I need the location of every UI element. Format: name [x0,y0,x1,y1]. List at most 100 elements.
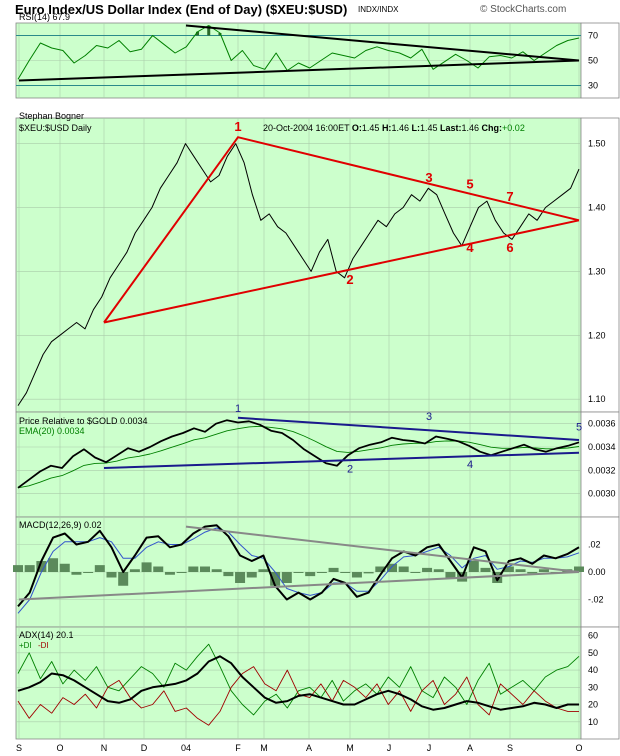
symbol-label: $XEU:$USD Daily [19,123,92,133]
x-tick-label: O [56,743,63,753]
macd-histogram-bar [129,569,140,572]
quote-segment: +0.02 [502,123,525,133]
macd-title: MACD(12,26,9) 0.02 [19,520,102,530]
rel-wave-label-4: 4 [467,459,473,471]
minus-di-line [17,666,579,726]
macd-histogram-bar [200,566,210,572]
rel-wave-label-2: 2 [347,464,353,476]
exchange-label: INDX/INDX [358,5,399,14]
quote-segment: 1.45 [420,123,440,133]
wave-label-6: 6 [506,240,513,255]
macd-histogram-bar [188,566,199,572]
macd-histogram-bar [48,558,59,572]
tick-label: 1.20 [588,330,606,340]
tick-label: 0.0030 [588,489,616,499]
rsi-trendline-1 [185,24,580,62]
analyst-caption: Stephan Bogner [19,111,84,121]
macd-histogram-bar [375,566,386,572]
macd-histogram-bar [293,572,304,573]
x-tick-label: N [101,743,108,753]
macd-histogram-bar [106,572,117,578]
rel-trendline-1 [237,416,580,441]
x-tick-label: 04 [181,743,191,753]
quote-segment: H: [382,123,392,133]
axis-strip-adx [580,626,620,740]
price-relative-line [17,419,580,489]
rsi-trendline-2 [18,59,580,82]
macd-trendline-2 [18,571,580,601]
quote-segment: 1.45 [362,123,382,133]
rel-trendline-2 [103,451,580,469]
macd-histogram-bar [410,572,421,573]
copyright-label: © StockCharts.com [480,4,567,15]
macd-histogram-bar [574,566,584,572]
tick-label: 0.0032 [588,465,616,475]
macd-histogram-bar [94,565,105,572]
axis-strip-price [580,117,620,413]
tick-label: -.02 [588,595,604,605]
x-tick-label: A [306,743,312,753]
tick-label: 40 [588,665,598,675]
chart-title: Euro Index/US Dollar Index (End of Day) … [15,2,348,17]
x-tick-label: A [467,743,473,753]
plus-di-line [17,643,580,716]
macd-histogram-bar [153,566,164,572]
macd-histogram-bar [316,572,327,573]
macd-histogram-bar [24,565,35,572]
tick-label: 50 [588,648,598,658]
macd-histogram-bar [328,567,339,572]
macd-histogram-bar [538,569,549,572]
macd-histogram-bar [387,563,397,572]
wave-label-5: 5 [466,176,473,191]
macd-histogram-bar [363,572,374,574]
wave-label-1: 1 [234,119,241,134]
legend-plus-di: +DI [19,641,32,650]
rel-ema-label: EMA(20) 0.0034 [19,426,85,436]
price-trendline-1 [103,136,580,324]
macd-histogram-bar [13,565,23,572]
tick-label: 0.0034 [588,442,616,452]
price-trendline-2 [103,219,580,324]
macd-histogram-bar [246,572,257,578]
axis-strip-price_relative [580,411,620,518]
macd-histogram-bar [433,569,444,572]
rel-wave-label-1: 1 [235,403,241,415]
wave-label-7: 7 [506,189,513,204]
quote-segment: L: [411,123,420,133]
macd-histogram-bar [235,572,246,583]
tick-label: 30 [588,81,598,91]
wave-label-3: 3 [425,170,432,185]
quote-segment: 1.46 [391,123,411,133]
macd-histogram-bar [351,572,362,578]
quote-segment: 1.46 [462,123,482,133]
adx-title: ADX(14) 20.1 [19,630,74,640]
quote-segment: O: [352,123,362,133]
macd-histogram-bar [305,572,316,577]
tick-label: 20 [588,700,598,710]
macd-histogram-bar [422,567,433,572]
adx-line [17,655,579,711]
x-tick-label: F [235,743,241,753]
tick-label: 1.10 [588,394,606,404]
tick-label: 30 [588,682,598,692]
x-tick-label: S [507,743,513,753]
tick-label: 1.50 [588,139,606,149]
rel-title: Price Relative to $GOLD 0.0034 [19,416,148,426]
tick-label: 0.00 [588,567,606,577]
wave-label-2: 2 [346,272,353,287]
rsi-title: RSI(14) 67.9 [19,12,70,22]
macd-trendline-1 [185,525,580,573]
macd-histogram-bar [71,572,82,575]
panel-bg-adx [15,626,582,740]
x-tick-label: M [260,743,268,753]
macd-histogram-bar [398,566,409,572]
price-line [17,143,580,406]
x-tick-label: J [387,743,392,753]
macd-histogram-bar [445,572,456,578]
macd-histogram-bar [480,567,491,572]
tick-label: 50 [588,56,598,66]
quote-segment: ET [338,123,352,133]
macd-histogram-bar [141,562,152,572]
macd-histogram-bar [468,561,479,572]
